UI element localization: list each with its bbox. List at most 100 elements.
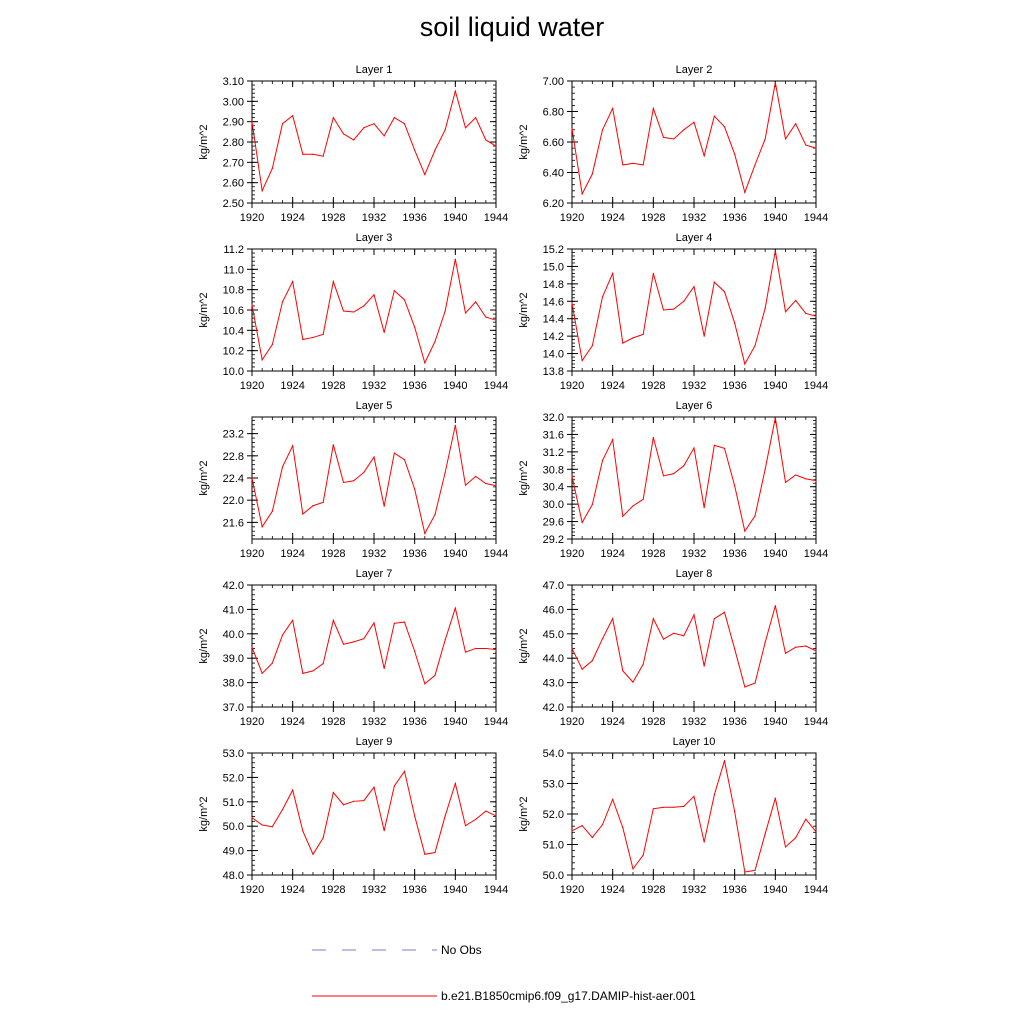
data-point (673, 138, 675, 140)
data-point (403, 459, 406, 461)
y-tick-label: 14.6 (543, 296, 564, 308)
data-point (424, 532, 426, 535)
data-point (612, 798, 614, 800)
data-point (342, 643, 345, 645)
data-point (281, 634, 284, 636)
x-tick-label: 1944 (804, 716, 828, 728)
data-point (434, 514, 436, 516)
y-axis-label: kg/m^2 (518, 124, 530, 159)
data-point (805, 144, 807, 146)
y-tick-label: 39.0 (223, 653, 244, 665)
series-line (571, 250, 817, 366)
y-tick-label: 2.70 (223, 157, 244, 169)
data-point (383, 667, 385, 670)
x-tick-label: 1936 (402, 884, 426, 896)
x-tick-label: 1944 (484, 380, 508, 392)
x-tick-label: 1932 (682, 380, 706, 392)
data-point (622, 827, 624, 829)
data-point (403, 621, 406, 623)
data-point (251, 477, 253, 479)
x-tick-label: 1936 (402, 716, 426, 728)
data-point (754, 164, 756, 166)
y-tick-label: 45.0 (543, 629, 564, 641)
data-point (393, 452, 395, 454)
data-point (642, 498, 644, 500)
data-point (642, 164, 644, 166)
data-point (485, 316, 487, 318)
data-point (652, 618, 654, 620)
data-point (454, 90, 456, 92)
data-point (805, 312, 807, 315)
x-tick-label: 1940 (443, 884, 467, 896)
data-point (302, 513, 304, 515)
data-point (795, 837, 797, 839)
y-tick-label: 42.0 (223, 580, 244, 592)
data-point (723, 447, 726, 449)
data-point (444, 815, 446, 817)
panel-layer-2: Layer 2 kg/m^2 1920 1924 1928 1932 1936 1940 194… (518, 64, 828, 224)
data-point (662, 136, 665, 139)
data-point (673, 632, 675, 634)
x-tick-label: 1932 (362, 212, 386, 224)
data-point (784, 138, 787, 140)
data-point (581, 824, 583, 827)
panel-layer-9: Layer 9 kg/m^2 1920 1924 1928 1932 1936 1940 194… (198, 736, 508, 896)
data-point (475, 475, 477, 477)
figure-title: soil liquid water (419, 12, 605, 42)
x-tick-label: 1928 (641, 716, 665, 728)
panel-title: Layer 5 (356, 400, 393, 412)
data-point (683, 465, 685, 467)
x-tick-label: 1936 (402, 212, 426, 224)
data-point (292, 280, 294, 283)
data-point (591, 660, 593, 662)
data-point (444, 310, 446, 312)
x-tick-label: 1928 (321, 884, 345, 896)
data-point (292, 619, 294, 621)
y-axis-label: kg/m^2 (198, 292, 210, 327)
data-point (703, 335, 705, 337)
x-tick-label: 1920 (240, 884, 264, 896)
data-point (251, 646, 253, 648)
y-tick-label: 10.4 (223, 325, 244, 337)
y-tick-label: 46.0 (543, 604, 564, 616)
data-point (693, 614, 695, 616)
data-point (815, 315, 817, 317)
y-tick-label: 50.0 (223, 821, 244, 833)
y-tick-label: 49.0 (223, 846, 244, 858)
data-point (322, 837, 324, 839)
y-tick-label: 42.0 (543, 702, 564, 714)
y-tick-label: 52.0 (543, 809, 564, 821)
data-point (342, 310, 345, 312)
data-point (383, 829, 385, 832)
data-point (393, 785, 395, 787)
data-point (393, 117, 395, 119)
x-tick-label: 1924 (280, 716, 304, 728)
series-line (571, 605, 817, 688)
panel-title: Layer 7 (356, 568, 393, 580)
plot-frame (251, 584, 497, 708)
panel-title: Layer 9 (356, 736, 393, 748)
data-point (373, 622, 375, 624)
data-point (271, 662, 273, 664)
x-tick-label: 1944 (484, 716, 508, 728)
x-tick-label: 1920 (560, 884, 584, 896)
data-point (784, 481, 787, 483)
data-point (393, 622, 395, 624)
data-point (612, 618, 614, 620)
data-point (424, 853, 426, 855)
y-tick-label: 31.6 (543, 429, 564, 441)
y-axis-label: kg/m^2 (518, 292, 530, 327)
y-tick-label: 15.2 (543, 244, 564, 256)
x-tick-label: 1944 (484, 212, 508, 224)
data-point (683, 300, 685, 302)
y-tick-label: 10.2 (223, 346, 244, 358)
y-tick-label: 43.0 (543, 678, 564, 690)
data-point (652, 272, 654, 274)
x-tick-label: 1920 (560, 380, 584, 392)
y-tick-label: 14.0 (543, 349, 564, 361)
data-point (754, 682, 756, 684)
y-axis-label: kg/m^2 (198, 124, 210, 159)
x-tick-label: 1928 (321, 716, 345, 728)
data-point (703, 665, 705, 667)
data-point (444, 129, 446, 131)
